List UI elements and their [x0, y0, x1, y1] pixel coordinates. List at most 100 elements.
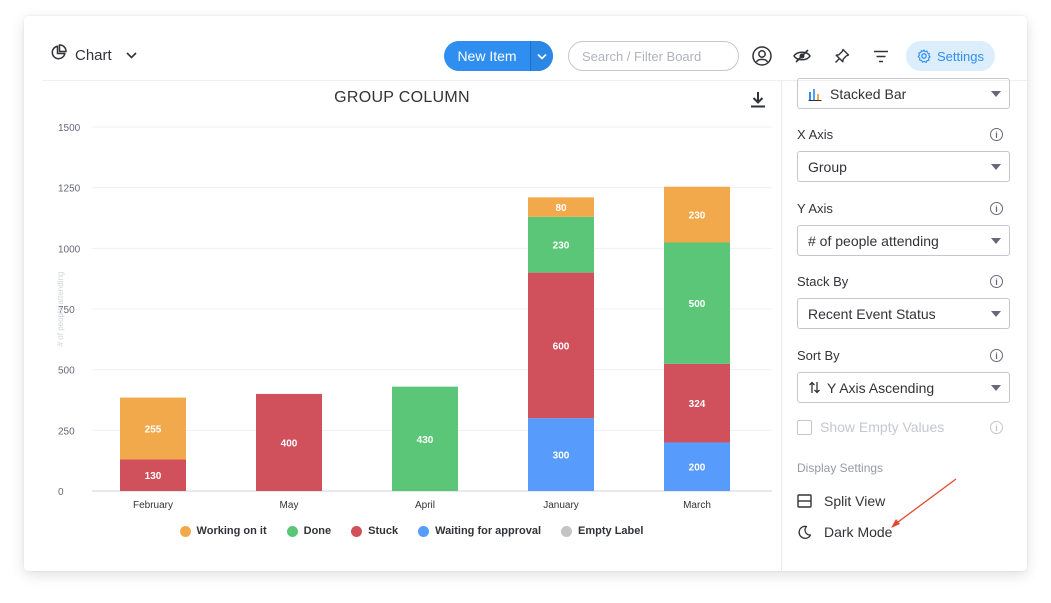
y-tick-label: 1250	[58, 184, 81, 195]
data-label: 130	[145, 471, 162, 482]
new-item-split-button: New Item	[444, 41, 553, 71]
bar-segment	[392, 386, 458, 491]
info-icon: i	[990, 421, 1003, 434]
y-tick-label: 0	[58, 487, 64, 498]
stack-by-select[interactable]: Recent Event Status	[797, 298, 1010, 329]
sort-arrows-icon	[809, 381, 820, 394]
info-icon[interactable]: i	[990, 128, 1003, 141]
x-axis-value: Group	[808, 158, 847, 175]
split-view-icon	[797, 494, 812, 508]
y-tick-label: 1500	[58, 123, 81, 134]
info-icon[interactable]: i	[990, 349, 1003, 362]
y-axis-title: # of people attending	[56, 272, 65, 347]
bar-segment	[256, 393, 322, 491]
show-empty-values-label: Show Empty Values	[820, 419, 945, 435]
settings-panel: Stacked Bar X Axis i Group Y Axis i # of…	[781, 78, 1027, 571]
filter-icon[interactable]	[869, 44, 893, 68]
stack-by-label: Stack By	[797, 274, 849, 289]
view-name: Chart	[75, 46, 112, 64]
x-tick-label: January	[543, 500, 579, 511]
legend-label: Empty Label	[578, 525, 644, 537]
chart-type-value: Stacked Bar	[830, 85, 907, 102]
bar-segment	[528, 272, 594, 419]
caret-down-icon	[991, 385, 1001, 391]
bar-segment	[528, 418, 594, 491]
show-empty-values-checkbox[interactable]: Show Empty Values	[797, 419, 944, 435]
search-input[interactable]: Search / Filter Board	[568, 41, 739, 71]
legend-label: Working on it	[196, 525, 267, 537]
hide-eye-icon[interactable]	[790, 44, 814, 68]
x-tick-label: March	[683, 500, 711, 511]
chart-legend: Working on it Done Stuck Waiting for approv…	[42, 525, 781, 537]
pie-chart-icon	[50, 44, 67, 66]
data-label: 324	[689, 399, 706, 410]
download-icon[interactable]	[750, 91, 766, 113]
annotation-arrow	[891, 478, 957, 528]
bar-segment	[664, 186, 730, 243]
split-view-option[interactable]: Split View	[797, 493, 885, 509]
data-label: 230	[689, 211, 706, 222]
info-icon[interactable]: i	[990, 202, 1003, 215]
data-label: 500	[689, 299, 706, 310]
x-tick-label: April	[415, 500, 435, 511]
legend-swatch	[179, 525, 191, 537]
y-tick-label: 750	[58, 305, 75, 316]
settings-label: Settings	[937, 48, 984, 64]
info-icon[interactable]: i	[990, 275, 1003, 288]
chart-type-select[interactable]: Stacked Bar	[797, 78, 1010, 109]
y-tick-label: 1000	[58, 244, 81, 255]
legend-item[interactable]: Stuck	[351, 525, 398, 537]
toolbar: Chart New Item Search / Filter Board Se	[24, 16, 1027, 80]
chart-heading: GROUP COLUMN	[334, 89, 470, 106]
x-axis-label: X Axis	[797, 127, 834, 142]
y-axis-label: Y Axis	[797, 201, 833, 216]
gear-icon	[917, 49, 931, 63]
legend-item[interactable]: Working on it	[179, 525, 267, 537]
data-label: 600	[553, 341, 570, 352]
bar-segment	[528, 197, 594, 217]
new-item-dropdown-button[interactable]	[530, 41, 553, 71]
chart-area: GROUP COLUMN 0 250 500 750 1000 1250 1500 # of …	[42, 80, 781, 571]
pin-icon[interactable]	[830, 44, 854, 68]
split-view-label: Split View	[824, 493, 886, 509]
bar-segment	[664, 442, 730, 491]
legend-label: Waiting for approval	[435, 525, 542, 537]
caret-down-icon	[991, 311, 1001, 317]
caret-down-icon	[991, 164, 1001, 170]
caret-down-icon	[991, 238, 1001, 244]
legend-swatch	[286, 525, 298, 537]
y-tick-label: 500	[58, 366, 75, 377]
caret-down-icon	[991, 91, 1001, 97]
legend-item[interactable]: Empty Label	[561, 525, 643, 537]
bar-segment	[664, 242, 730, 364]
stack-by-value: Recent Event Status	[808, 305, 936, 322]
legend-item[interactable]: Waiting for approval	[418, 525, 541, 537]
checkbox[interactable]	[797, 419, 812, 435]
y-axis-select[interactable]: # of people attending	[797, 225, 1010, 256]
sort-by-value: Y Axis Ascending	[827, 379, 935, 396]
bar-segment	[528, 216, 594, 273]
bar-segment	[120, 397, 186, 460]
data-label: 80	[555, 203, 567, 214]
sort-by-select[interactable]: Y Axis Ascending	[797, 372, 1010, 403]
sort-by-label: Sort By	[797, 348, 840, 363]
dark-mode-label: Dark Mode	[824, 524, 893, 540]
moon-icon	[798, 525, 812, 539]
legend-swatch	[351, 525, 363, 537]
legend-label: Done	[303, 525, 332, 537]
chevron-down-icon	[126, 51, 137, 59]
y-axis-value: # of people attending	[808, 232, 939, 249]
new-item-button[interactable]: New Item	[457, 48, 517, 64]
legend-label: Stuck	[368, 525, 399, 537]
data-label: 255	[145, 425, 162, 436]
view-selector[interactable]: Chart	[50, 44, 137, 66]
x-axis-select[interactable]: Group	[797, 151, 1010, 182]
person-icon[interactable]	[750, 44, 774, 68]
x-tick-label: February	[133, 500, 173, 511]
display-settings-label: Display Settings	[797, 461, 884, 475]
settings-button[interactable]: Settings	[906, 41, 995, 71]
dark-mode-option[interactable]: Dark Mode	[797, 524, 892, 540]
legend-item[interactable]: Done	[286, 525, 332, 537]
bar-segment	[664, 363, 730, 443]
chart-view-card: Chart New Item Search / Filter Board Se	[24, 16, 1027, 571]
